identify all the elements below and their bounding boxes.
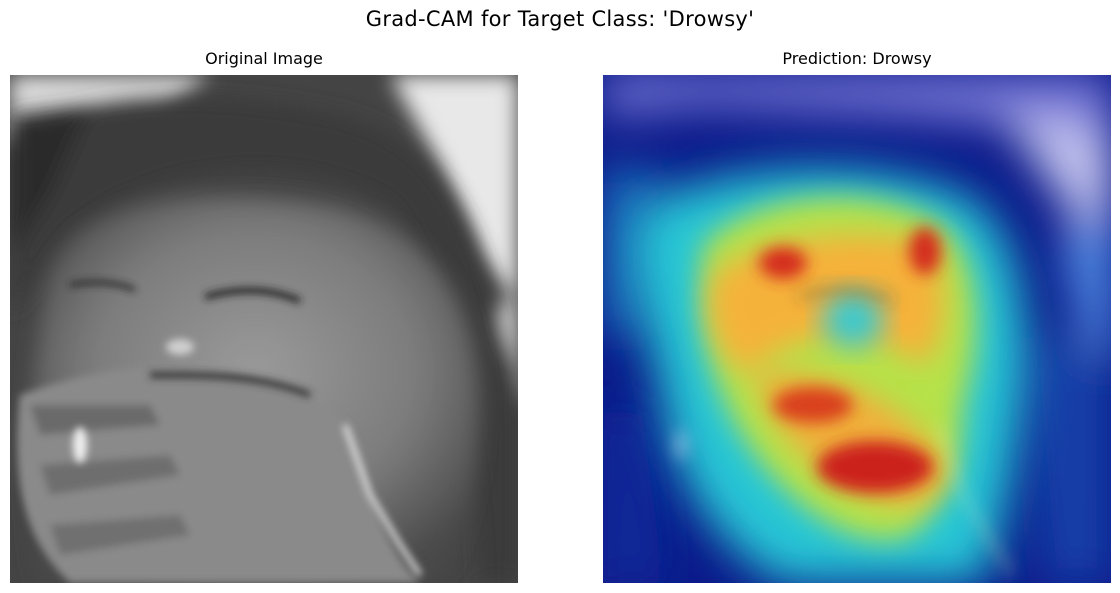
figure-title: Grad-CAM for Target Class: 'Drowsy' [365,7,755,31]
original-image-graphic [10,75,518,583]
gradcam-heatmap [603,75,1111,583]
gradcam-heatmap-graphic [603,75,1111,583]
original-image-title: Original Image [205,49,323,68]
prediction-title: Prediction: Drowsy [782,49,932,68]
original-image [10,75,518,583]
